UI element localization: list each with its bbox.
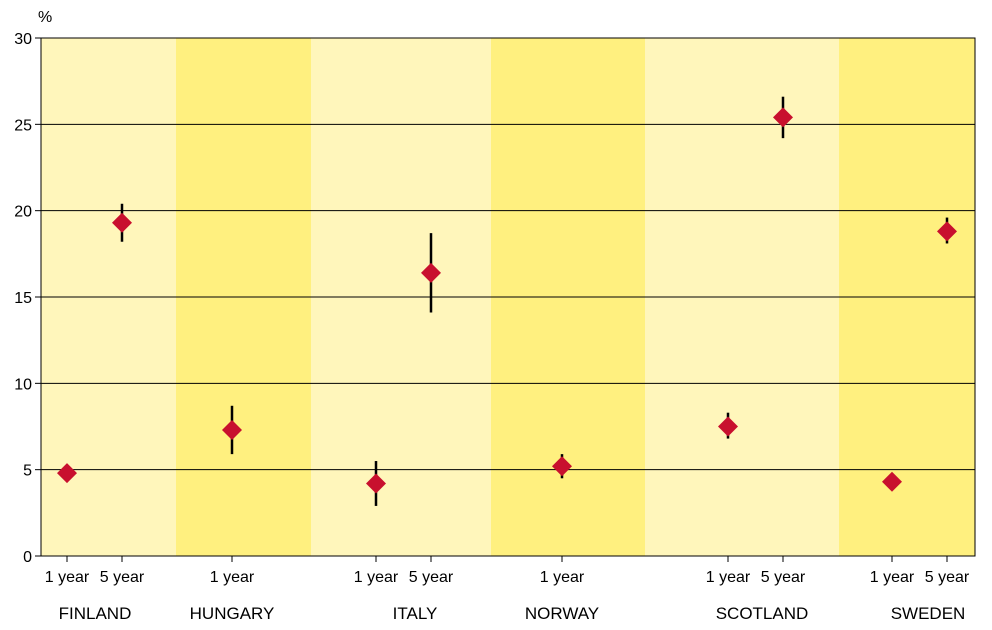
data-point <box>366 473 386 494</box>
x-tick-label: 1 year <box>354 569 399 586</box>
country-label: SWEDEN <box>891 604 966 623</box>
data-point <box>57 463 77 484</box>
y-axis-label: % <box>38 9 52 26</box>
y-tick-label: 0 <box>23 549 32 566</box>
x-tick-label: 1 year <box>870 569 915 586</box>
y-tick-label: 5 <box>23 463 32 480</box>
data-point <box>552 456 572 477</box>
y-tick-label: 25 <box>14 117 32 134</box>
data-point <box>882 471 902 492</box>
country-label: HUNGARY <box>190 604 275 623</box>
y-tick-label: 30 <box>14 31 32 48</box>
gridlines <box>41 123 975 471</box>
x-tick-label: 5 year <box>409 569 454 586</box>
x-tick-label: 5 year <box>925 569 970 586</box>
data-point <box>773 107 793 128</box>
data-point <box>222 419 242 440</box>
country-label: FINLAND <box>59 604 132 623</box>
country-label: ITALY <box>393 604 438 623</box>
y-tick-label: 15 <box>14 290 32 307</box>
country-label: SCOTLAND <box>716 604 809 623</box>
data-point <box>718 416 738 437</box>
x-tick-label: 5 year <box>100 569 145 586</box>
x-tick-label: 1 year <box>210 569 255 586</box>
y-axis: 0 5 10 15 20 25 30 <box>14 31 41 566</box>
x-tick-label: 5 year <box>761 569 806 586</box>
y-tick-label: 20 <box>14 204 32 221</box>
data-point <box>112 212 132 233</box>
data-point <box>421 262 441 283</box>
data-markers <box>57 107 957 494</box>
x-tick-label: 1 year <box>45 569 90 586</box>
x-tick-label: 1 year <box>540 569 585 586</box>
x-tick-label: 1 year <box>706 569 751 586</box>
x-axis: 1 year 5 year FINLAND 1 year HUNGARY 1 year 5 … <box>45 556 970 623</box>
country-label: NORWAY <box>525 604 599 623</box>
y-tick-label: 10 <box>14 376 32 393</box>
data-point <box>937 221 957 242</box>
